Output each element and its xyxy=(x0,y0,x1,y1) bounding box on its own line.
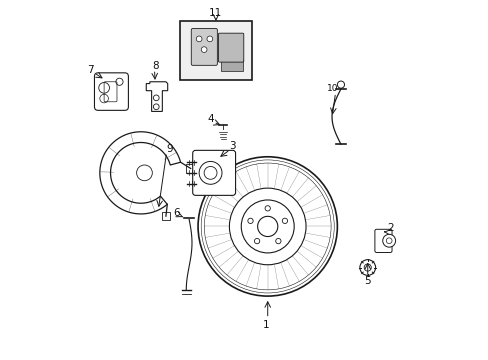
FancyBboxPatch shape xyxy=(192,150,235,195)
FancyBboxPatch shape xyxy=(104,82,117,102)
Bar xyxy=(180,21,251,80)
Circle shape xyxy=(382,234,395,247)
Text: 4: 4 xyxy=(207,113,213,123)
FancyBboxPatch shape xyxy=(191,28,217,65)
Bar xyxy=(162,212,170,220)
Circle shape xyxy=(206,36,212,42)
Circle shape xyxy=(201,47,206,53)
Bar xyxy=(186,164,195,173)
Circle shape xyxy=(196,36,202,42)
Text: 1: 1 xyxy=(262,320,269,330)
Polygon shape xyxy=(146,82,167,111)
Text: 8: 8 xyxy=(152,61,158,71)
Text: 7: 7 xyxy=(87,65,94,75)
Text: 2: 2 xyxy=(386,223,393,233)
Text: 11: 11 xyxy=(209,8,222,18)
Text: 10: 10 xyxy=(326,84,338,93)
Bar xyxy=(221,59,242,71)
Text: 5: 5 xyxy=(363,276,369,286)
Text: 6: 6 xyxy=(173,208,180,218)
FancyBboxPatch shape xyxy=(374,229,391,252)
Text: 9: 9 xyxy=(166,144,172,154)
FancyBboxPatch shape xyxy=(218,33,244,62)
FancyBboxPatch shape xyxy=(94,73,128,111)
Polygon shape xyxy=(100,132,180,214)
Text: 3: 3 xyxy=(228,141,235,151)
